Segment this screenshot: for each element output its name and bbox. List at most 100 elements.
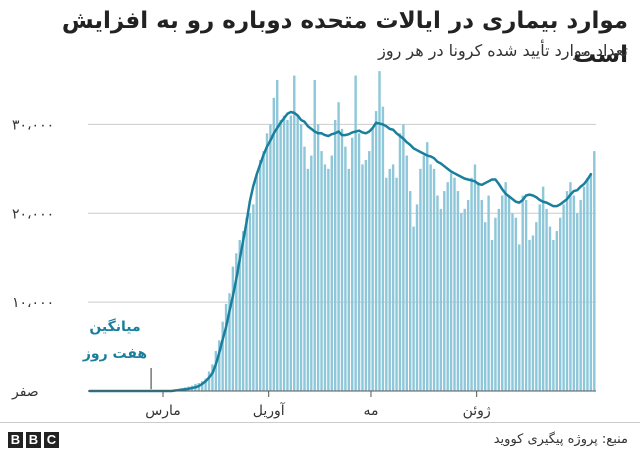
daily-case-bar — [426, 142, 429, 391]
daily-case-bar — [248, 213, 252, 391]
daily-case-bar — [439, 208, 443, 391]
daily-case-bar — [562, 204, 565, 391]
daily-case-bar — [347, 168, 351, 391]
daily-case-bar — [371, 128, 374, 391]
daily-case-bar — [364, 159, 368, 391]
daily-case-bar — [415, 204, 419, 391]
daily-case-bar — [460, 213, 463, 391]
daily-case-bar — [477, 182, 480, 391]
y-axis-tick-labels: صفر ۱۰،۰۰۰ ۲۰،۰۰۰ ۳۰،۰۰۰ — [11, 117, 54, 400]
daily-case-bar — [466, 199, 470, 391]
daily-case-bar — [490, 239, 494, 391]
daily-case-bar — [368, 151, 371, 391]
daily-case-bar — [572, 195, 576, 391]
y-tick-label: ۱۰،۰۰۰ — [12, 295, 54, 311]
daily-case-bar — [504, 182, 507, 391]
daily-case-bar — [320, 151, 323, 391]
daily-case-bar — [463, 208, 466, 391]
daily-case-bar — [303, 146, 306, 391]
daily-case-bar — [559, 217, 562, 391]
bbc-logo-letter: C — [44, 432, 59, 448]
daily-case-bar — [296, 115, 299, 391]
daily-case-bar — [511, 213, 514, 391]
daily-case-bar — [552, 239, 555, 391]
average-annotation: میانگین هفت روز — [82, 318, 152, 390]
daily-case-bar — [258, 159, 262, 391]
daily-case-bar — [245, 217, 248, 391]
daily-case-bar — [432, 168, 436, 391]
daily-case-bar — [419, 168, 422, 391]
daily-case-bar — [269, 124, 272, 392]
y-tick-label: ۳۰،۰۰۰ — [12, 117, 54, 133]
x-tick-label: مه — [363, 403, 378, 419]
daily-case-bar — [514, 217, 518, 391]
daily-case-bar — [279, 119, 282, 392]
daily-case-bar — [323, 164, 327, 391]
daily-case-bar — [391, 164, 395, 391]
daily-case-bar — [535, 222, 538, 391]
bbc-logo-letter: B — [26, 432, 41, 448]
daily-cases-chart: صفر ۱۰،۰۰۰ ۲۰،۰۰۰ ۳۰،۰۰۰ مارس آوریل مه ژوئن می… — [11, 71, 596, 419]
source-note: منبع: پروژه پیگیری کووید — [493, 432, 628, 447]
bbc-logo-letter: B — [8, 432, 23, 448]
daily-case-bar — [316, 124, 320, 392]
daily-case-bar — [497, 208, 501, 391]
daily-case-bar — [398, 133, 402, 391]
daily-case-bar — [357, 133, 361, 391]
daily-case-bar — [201, 381, 204, 391]
daily-case-bar — [507, 195, 511, 391]
daily-case-bar — [306, 168, 310, 391]
daily-case-bar — [282, 115, 286, 391]
daily-case-bar — [449, 173, 453, 391]
daily-case-bar — [354, 75, 357, 391]
daily-case-bar — [228, 293, 231, 391]
daily-case-bar — [538, 204, 541, 391]
daily-case-bar — [214, 351, 218, 391]
daily-bars — [170, 71, 596, 392]
daily-case-bar — [235, 253, 238, 391]
daily-case-bar — [286, 119, 289, 392]
daily-case-bar — [589, 173, 593, 391]
daily-case-bar — [453, 177, 456, 391]
daily-case-bar — [487, 195, 490, 391]
daily-case-bar — [593, 151, 596, 391]
daily-case-bar — [374, 111, 378, 391]
daily-case-bar — [333, 119, 337, 392]
daily-case-bar — [582, 186, 586, 391]
daily-case-bar — [473, 164, 477, 391]
daily-case-bar — [204, 378, 207, 391]
daily-case-bar — [480, 199, 483, 391]
daily-case-bar — [218, 340, 221, 391]
daily-case-bar — [429, 164, 432, 391]
daily-case-bar — [224, 303, 228, 391]
x-tick-label: مارس — [145, 403, 181, 419]
daily-case-bar — [265, 133, 269, 391]
daily-case-bar — [548, 226, 552, 391]
daily-case-bar — [518, 244, 521, 391]
daily-case-bar — [395, 177, 398, 391]
chart-subtitle: تعداد موارد تأیید شده کرونا در هر روز — [378, 41, 628, 60]
daily-case-bar — [422, 155, 426, 391]
daily-case-bar — [337, 102, 340, 392]
daily-case-bar — [470, 177, 473, 391]
chart-title: موارد بیماری در ایالات متحده دوباره رو ب… — [61, 8, 628, 68]
daily-case-bar — [361, 164, 364, 391]
daily-case-bar — [494, 217, 497, 391]
daily-case-bar — [276, 80, 279, 391]
daily-case-bar — [579, 199, 582, 391]
daily-case-bar — [569, 182, 572, 391]
daily-case-bar — [299, 124, 303, 392]
daily-case-bar — [531, 235, 535, 391]
x-tick-label: ژوئن — [463, 403, 491, 419]
daily-case-bar — [293, 75, 296, 391]
daily-case-bar — [289, 115, 293, 391]
daily-case-bar — [313, 80, 316, 391]
x-axis-ticks: مارس آوریل مه ژوئن — [145, 391, 491, 419]
daily-case-bar — [340, 128, 344, 391]
daily-case-bar — [456, 191, 460, 391]
daily-case-bar — [576, 213, 579, 391]
y-tick-label: صفر — [11, 384, 39, 400]
daily-case-bar — [330, 155, 333, 391]
daily-case-bar — [272, 97, 276, 392]
daily-case-bar — [443, 191, 446, 391]
